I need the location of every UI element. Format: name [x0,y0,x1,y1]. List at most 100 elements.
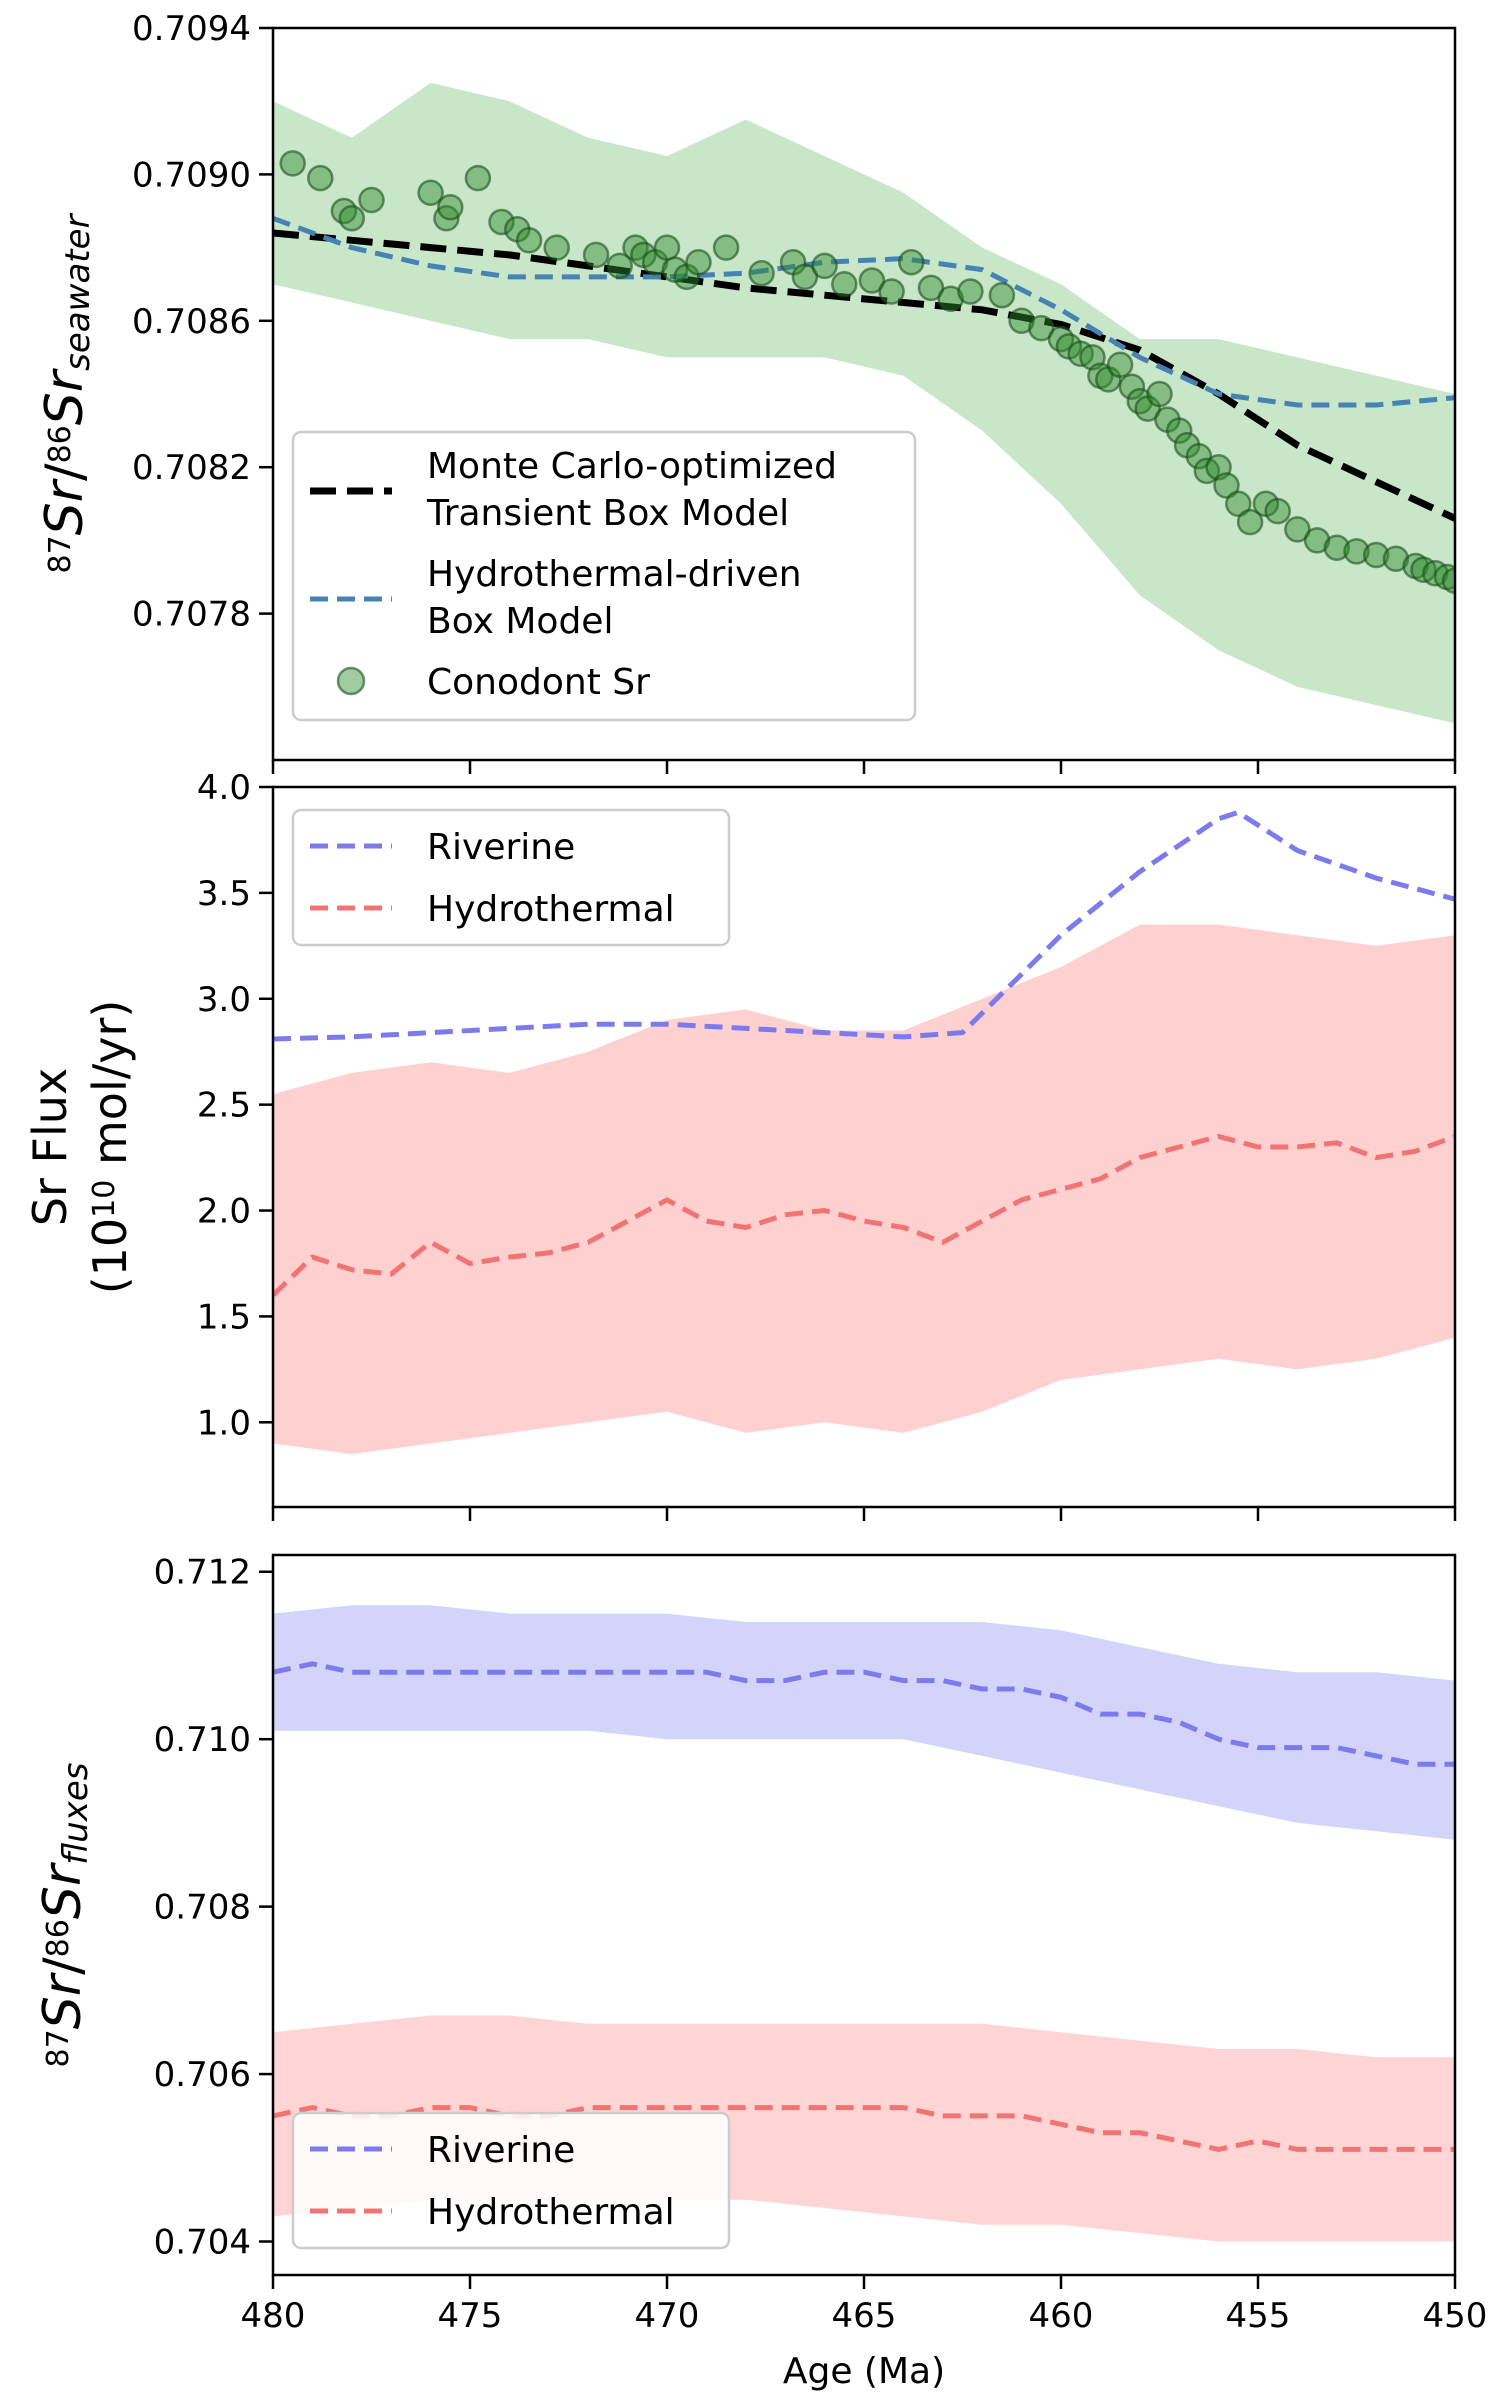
data-point [1028,314,1055,342]
y-title2-sup: 10 [87,1180,122,1218]
series-line-hydro [273,215,1455,408]
y-title-sr2: Sr [33,1861,93,1919]
y-title-sub: seawater [58,212,98,370]
legend: Riverine Hydrothermal [291,2111,731,2250]
legend: Riverine Hydrothermal [291,808,731,947]
y-tick-label: 3.5 [197,874,251,914]
data-point [917,274,945,302]
data-point [858,267,886,294]
y-title-slash: / [35,463,95,481]
y-tick-label: 0.704 [154,2223,251,2263]
data-point [1146,380,1173,408]
data-point [811,252,838,280]
x-tick-label: 455 [1226,2296,1291,2336]
data-point [898,248,925,276]
data-point [1323,534,1351,561]
legend-label-hydro-line1: Hydrothermal-driven [427,554,802,595]
y-tick-label: 0.7082 [132,448,251,488]
data-point [1441,567,1455,594]
legend-label-riverine: Riverine [427,2130,575,2171]
data-point [515,227,543,254]
y-axis-title-line2: (1010 mol/yr) [83,1000,137,1295]
data-point [1118,373,1146,400]
plot-area [273,82,1455,724]
y-title-sr1: Sr [33,1971,93,2029]
y-tick-label: 0.7094 [132,9,251,49]
y-title-sub: fluxes [56,1763,96,1865]
panel-sr-flux: 1.0 1.5 2.0 2.5 3.0 3.5 4.0 Sr Flux(1010 mol/yr… [23,768,1457,1521]
y-tick-label: 0.710 [154,1720,251,1760]
data-point [1225,490,1252,518]
x-tick-label: 470 [635,2296,700,2336]
series-line-riverine [273,1661,1455,1767]
y-axis-title: 87Sr/86Srseawater [35,212,98,573]
data-point [1236,508,1264,536]
y-tick-label: 0.7086 [132,302,251,342]
data-point [831,270,858,298]
data-point [1008,307,1035,335]
data-point [1382,545,1410,572]
plot-area [273,809,1455,1455]
x-tick-label: 475 [438,2296,503,2336]
data-point [791,263,819,291]
data-point [606,252,633,280]
series-line-hydrothermal [273,2105,1455,2152]
data-point [1362,541,1390,569]
y-tick-label: 2.0 [197,1192,251,1232]
data-point [437,194,464,221]
panel-flux-sr-ratio: 480 475 470 465 460 455 450 0.704 0.706 0.708 0.71… [33,1553,1487,2392]
data-point [543,234,570,261]
y-title-sup2: 86 [41,1919,76,1957]
x-tick-label: 465 [832,2296,897,2336]
y-axis-title-line1: Sr Flux [23,1068,77,1226]
legend-swatch-points [336,666,366,696]
data-point [358,186,385,214]
y-title2-pre: (10 [83,1218,137,1294]
y-title-sup1: 87 [43,535,78,573]
legend-label-points: Conodont Sr [427,662,650,703]
y-tick-label: 0.7078 [132,595,251,635]
y-tick-label: 0.712 [154,1553,251,1593]
data-point [417,179,444,206]
data-point [685,248,712,276]
data-point [1264,497,1291,525]
data-point [1284,516,1311,543]
y-title-sup1: 87 [41,2029,76,2067]
data-point [1213,472,1240,499]
data-point [338,205,366,232]
panel-seawater-sr: 0.70780.70820.70860.70900.709487Sr/86Srs… [35,9,1457,774]
y-title-sr1: Sr [35,477,95,535]
legend: Monte Carlo-optimized Transient Box Model… [291,430,917,722]
y-tick-label: 1.0 [197,1403,251,1443]
y-tick-label: 3.0 [197,980,251,1020]
legend-box [291,808,731,947]
y-axis-title: 87Sr/86Srfluxes [33,1763,96,2068]
y-title-sup2: 86 [43,425,78,463]
y-title-slash: / [33,1957,93,1975]
data-point [464,164,492,192]
y-title-sr2: Sr [35,367,95,425]
data-point [1106,351,1134,378]
riverine-uncertainty-band [273,1605,1455,1840]
legend-label-hydro-line2: Box Model [427,601,613,642]
data-point [1185,442,1213,470]
y-title2-post: mol/yr) [83,1000,137,1180]
x-tick-label: 450 [1423,2296,1488,2336]
series-line-riverine [273,809,1455,1042]
data-point [878,278,905,305]
legend-label-hydrothermal: Hydrothermal [427,2192,675,2233]
data-point [748,259,775,287]
legend-label-riverine: Riverine [427,827,575,868]
uncertainty-band [273,924,1455,1455]
y-tick-label: 4.0 [197,768,251,808]
legend-label-hydrothermal: Hydrothermal [427,889,675,930]
data-point [937,285,964,313]
data-point [957,278,984,305]
y-tick-label: 0.7090 [132,155,251,195]
y-tick-label: 0.706 [154,2055,251,2095]
data-point [1343,538,1370,565]
series-line-mc [273,229,1455,522]
data-point [1303,527,1331,554]
legend-box [291,2111,731,2250]
